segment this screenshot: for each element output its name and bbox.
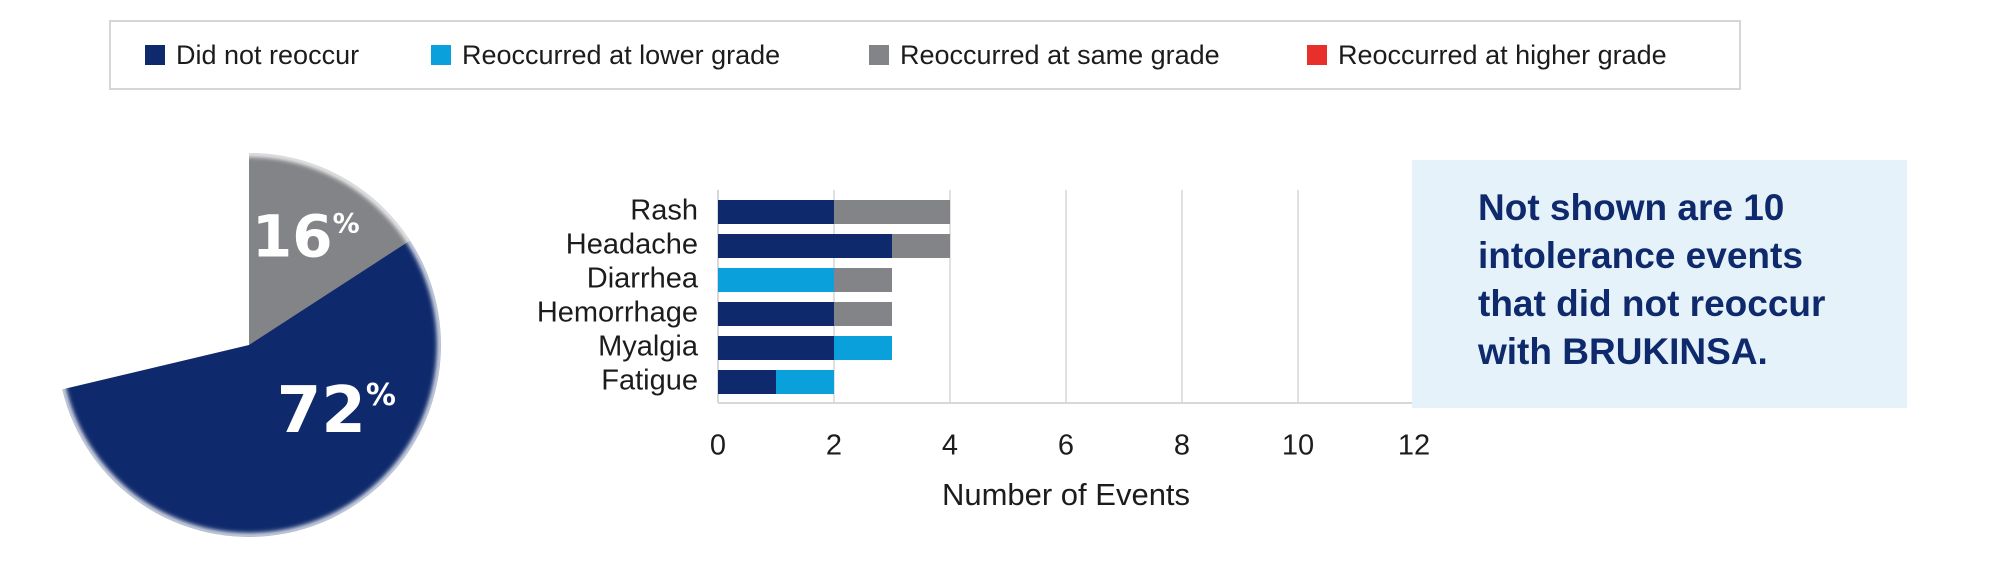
legend-label: Reoccurred at lower grade bbox=[462, 39, 781, 70]
legend-item-reoccurred-same: Reoccurred at same grade bbox=[869, 22, 1220, 88]
bar-segment bbox=[834, 336, 892, 360]
bar-segment bbox=[718, 268, 834, 292]
legend-label: Reoccurred at higher grade bbox=[1338, 39, 1667, 70]
category-label: Myalgia bbox=[598, 331, 699, 363]
bar-segment bbox=[892, 234, 950, 258]
bar-segment bbox=[834, 200, 950, 224]
legend-swatch bbox=[869, 45, 889, 65]
bar-segment bbox=[718, 302, 834, 326]
legend-label: Reoccurred at same grade bbox=[900, 39, 1220, 70]
category-label: Headache bbox=[566, 229, 698, 261]
legend-item-reoccurred-lower: Reoccurred at lower grade bbox=[431, 22, 780, 88]
category-label: Fatigue bbox=[601, 365, 698, 397]
pie-slice-label: 72% bbox=[277, 374, 396, 448]
bar-chart: RashHeadacheDiarrheaHemorrhageMyalgiaFat… bbox=[537, 190, 1430, 512]
bar-segment bbox=[718, 234, 892, 258]
x-tick-label: 12 bbox=[1398, 430, 1430, 462]
category-label: Rash bbox=[630, 195, 698, 227]
x-tick-label: 4 bbox=[942, 430, 958, 462]
x-tick-label: 0 bbox=[710, 430, 726, 462]
note-text: Not shown are 10 intolerance events that… bbox=[1478, 187, 1826, 372]
bar-segment bbox=[718, 370, 776, 394]
pie-rim bbox=[55, 151, 443, 539]
x-tick-label: 8 bbox=[1174, 430, 1190, 462]
x-tick-label: 10 bbox=[1282, 430, 1314, 462]
bar-segment bbox=[834, 302, 892, 326]
pie-slice-label: 16% bbox=[252, 203, 360, 271]
legend-item-did-not-reoccur: Did not reoccur bbox=[145, 22, 359, 88]
legend-label: Did not reoccur bbox=[176, 39, 360, 70]
x-tick-label: 2 bbox=[826, 430, 842, 462]
category-label: Hemorrhage bbox=[537, 297, 698, 329]
legend-swatch bbox=[431, 45, 451, 65]
bar-segment bbox=[718, 200, 834, 224]
bar-segment bbox=[834, 268, 892, 292]
note-box: Not shown are 10 intolerance events that… bbox=[1412, 160, 1907, 408]
category-label: Diarrhea bbox=[587, 263, 699, 295]
pie-slice bbox=[249, 153, 411, 345]
bar-segment bbox=[718, 336, 834, 360]
legend: Did not reoccur Reoccurred at lower grad… bbox=[109, 20, 1741, 90]
x-tick-label: 6 bbox=[1058, 430, 1074, 462]
legend-swatch bbox=[145, 45, 165, 65]
legend-swatch bbox=[1307, 45, 1327, 65]
legend-item-reoccurred-higher: Reoccurred at higher grade bbox=[1307, 22, 1667, 88]
pie-chart: 72%13%16% bbox=[55, 151, 443, 539]
x-axis-title: Number of Events bbox=[942, 477, 1190, 512]
bar-segment bbox=[776, 370, 834, 394]
